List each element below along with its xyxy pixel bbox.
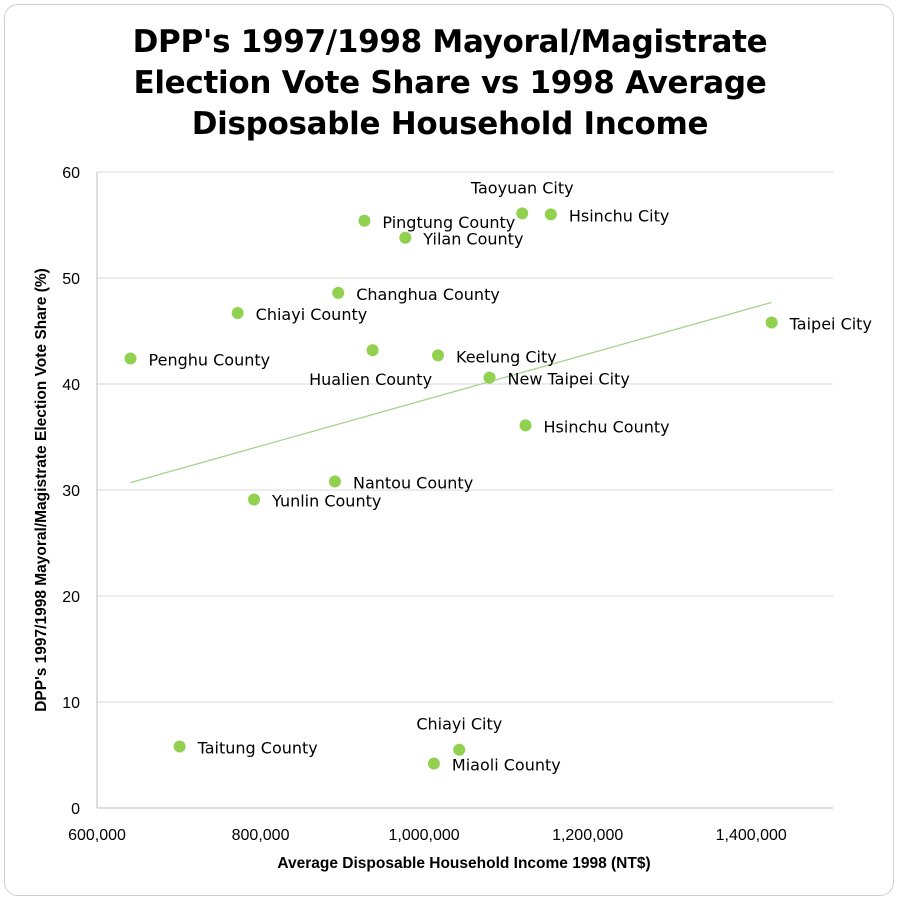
x-tick-label-1000000: 1,000,000 xyxy=(389,827,460,844)
data-point-pingtung-county xyxy=(358,214,371,227)
data-point-yunlin-county xyxy=(248,493,261,506)
data-label-chiayi-county: Chiayi County xyxy=(256,305,368,324)
trendline-group xyxy=(130,301,772,484)
y-tick-label-0: 0 xyxy=(71,801,80,818)
x-tick-label-1200000: 1,200,000 xyxy=(552,827,623,844)
data-label-chiayi-city: Chiayi City xyxy=(416,715,502,734)
x-axis-title: Average Disposable Household Income 1998… xyxy=(277,855,650,872)
data-label-changhua-county: Changhua County xyxy=(356,285,500,304)
data-label-yilan-county: Yilan County xyxy=(422,230,523,249)
trendline xyxy=(130,301,772,484)
data-point-taitung-county xyxy=(173,740,186,753)
y-tick-label-20: 20 xyxy=(62,589,80,606)
y-tick-label-10: 10 xyxy=(62,695,80,712)
data-point-new-taipei-city xyxy=(483,371,496,384)
data-point-hualien-county xyxy=(366,344,379,357)
data-label-pingtung-county: Pingtung County xyxy=(382,213,515,232)
data-point-miaoli-county xyxy=(427,757,440,770)
data-points xyxy=(124,207,778,770)
data-label-nantou-county: Nantou County xyxy=(353,474,473,493)
data-label-hsinchu-city: Hsinchu City xyxy=(569,206,669,225)
data-label-hsinchu-county: Hsinchu County xyxy=(544,417,670,436)
data-label-hualien-county: Hualien County xyxy=(309,370,432,389)
y-tick-label-60: 60 xyxy=(62,165,80,182)
data-point-nantou-county xyxy=(328,475,341,488)
data-label-keelung-city: Keelung City xyxy=(456,347,557,366)
data-label-taitung-county: Taitung County xyxy=(197,739,318,758)
data-point-yilan-county xyxy=(399,231,412,244)
chart-title-line-1: DPP's 1997/1998 Mayoral/Magistrate xyxy=(132,24,768,60)
x-tick-label-600000: 600,000 xyxy=(68,827,126,844)
chart-title: DPP's 1997/1998 Mayoral/Magistrate Elect… xyxy=(0,22,900,145)
y-tick-label-30: 30 xyxy=(62,483,80,500)
x-tick-label-1400000: 1,400,000 xyxy=(716,827,787,844)
y-tick-label-40: 40 xyxy=(62,377,80,394)
data-point-hsinchu-county xyxy=(519,419,532,432)
data-label-penghu-county: Penghu County xyxy=(149,351,271,370)
x-tick-label-800000: 800,000 xyxy=(232,827,290,844)
data-label-new-taipei-city: New Taipei City xyxy=(508,370,630,389)
chart-title-line-3: Disposable Household Income xyxy=(191,106,709,142)
data-point-chiayi-city xyxy=(453,743,466,756)
data-label-miaoli-county: Miaoli County xyxy=(452,755,561,774)
data-point-penghu-county xyxy=(124,352,137,365)
chart-frame xyxy=(4,4,894,896)
chart-title-line-2: Election Vote Share vs 1998 Average xyxy=(133,65,767,101)
data-point-keelung-city xyxy=(432,349,445,362)
data-point-changhua-county xyxy=(332,286,345,299)
gridlines xyxy=(97,171,833,703)
data-point-taoyuan-city xyxy=(516,207,529,220)
y-axis-title: DPP's 1997/1998 Mayoral/Magistrate Elect… xyxy=(33,268,50,712)
data-point-hsinchu-city xyxy=(544,208,557,221)
axes: 0 10 20 30 40 50 60 600,000 800,000 1,000,000 1,20… xyxy=(62,165,833,844)
data-label-yunlin-county: Yunlin County xyxy=(271,492,381,511)
data-label-taipei-city: Taipei City xyxy=(789,315,872,334)
data-point-taipei-city xyxy=(765,316,778,329)
data-point-chiayi-county xyxy=(231,306,244,319)
y-tick-label-50: 50 xyxy=(62,271,80,288)
data-label-taoyuan-city: Taoyuan City xyxy=(470,178,574,197)
